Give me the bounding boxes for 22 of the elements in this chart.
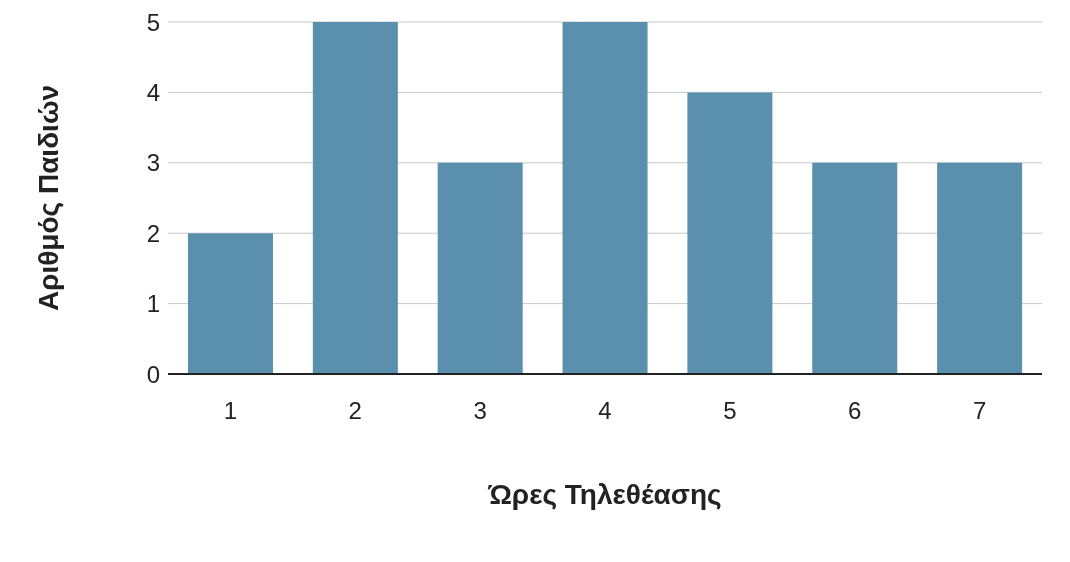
bar	[562, 22, 648, 374]
x-tick-label: 5	[723, 397, 737, 425]
bar	[312, 22, 398, 374]
x-tick-label: 1	[223, 397, 238, 425]
bar	[937, 162, 1023, 374]
bar	[187, 233, 273, 374]
x-tick-label: 2	[348, 397, 362, 425]
y-tick-label: 0	[146, 360, 160, 388]
x-tick-label: 7	[972, 397, 987, 425]
x-tick-label: 6	[848, 397, 862, 425]
x-tick-label: 3	[473, 397, 487, 425]
bar	[437, 162, 523, 374]
bar	[687, 92, 773, 374]
x-tick-label: 4	[598, 397, 612, 425]
y-tick-label: 1	[146, 290, 160, 318]
y-axis-title: Αριθμός Παιδιών	[32, 84, 64, 312]
y-tick-label: 4	[146, 78, 160, 106]
y-tick-label: 3	[146, 149, 160, 177]
bar	[812, 162, 898, 374]
x-axis-title: Ώρες Τηλεθέασης	[487, 479, 722, 510]
y-tick-label: 2	[146, 219, 160, 247]
y-tick-label: 5	[146, 8, 160, 36]
